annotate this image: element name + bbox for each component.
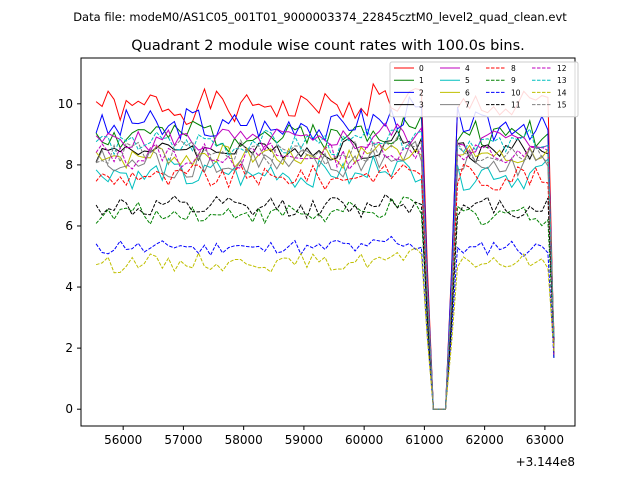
plot-area xyxy=(80,57,576,427)
series-line-6 xyxy=(95,143,555,410)
legend-label: 13 xyxy=(557,76,567,85)
legend-label: 4 xyxy=(465,64,470,73)
x-tick-label: 56000 xyxy=(104,433,142,447)
legend-label: 12 xyxy=(557,64,567,73)
x-tick-label: 57000 xyxy=(164,433,202,447)
legend-label: 0 xyxy=(419,64,424,73)
x-tick-label: 60000 xyxy=(345,433,383,447)
legend-label: 2 xyxy=(419,88,424,97)
y-tick-label: 8 xyxy=(65,158,73,172)
y-tick-label: 0 xyxy=(65,402,73,416)
legend-label: 7 xyxy=(465,101,470,110)
series-line-14 xyxy=(95,247,555,410)
legend-label: 6 xyxy=(465,88,470,97)
y-tick-label: 4 xyxy=(65,280,73,294)
chart-suptitle: Data file: modeM0/AS1C05_001T01_90000033… xyxy=(73,10,567,24)
series-line-7 xyxy=(95,140,555,410)
series-line-4 xyxy=(95,122,555,410)
x-tick-label: 63000 xyxy=(526,433,564,447)
x-offset-label: +3.144e8 xyxy=(516,455,575,469)
x-tick-label: 59000 xyxy=(285,433,323,447)
chart-title: Quadrant 2 module wise count rates with … xyxy=(131,38,525,54)
legend-label: 14 xyxy=(557,88,567,97)
legend-label: 10 xyxy=(511,88,521,97)
y-tick-label: 2 xyxy=(65,341,73,355)
y-tick-label: 10 xyxy=(58,97,73,111)
legend-label: 5 xyxy=(465,76,470,85)
series-line-3 xyxy=(95,129,555,410)
legend-label: 11 xyxy=(511,101,521,110)
x-tick-label: 58000 xyxy=(225,433,263,447)
legend-label: 1 xyxy=(419,76,424,85)
legend-label: 8 xyxy=(511,64,516,73)
series-line-1 xyxy=(95,115,555,410)
y-axis: 0 2 4 6 8 10 xyxy=(58,97,81,416)
x-tick-label: 61000 xyxy=(405,433,443,447)
y-tick-label: 6 xyxy=(65,219,73,233)
series-line-8 xyxy=(95,163,555,410)
series-line-13 xyxy=(95,128,555,410)
series-line-12 xyxy=(95,141,555,410)
legend-label: 3 xyxy=(419,101,424,110)
series-line-5 xyxy=(95,154,555,410)
series-line-9 xyxy=(95,196,555,410)
series-line-11 xyxy=(95,193,555,410)
series-line-15 xyxy=(95,136,555,410)
series-layer xyxy=(95,82,555,410)
legend-box xyxy=(389,61,579,118)
legend-label: 9 xyxy=(511,76,516,85)
series-line-10 xyxy=(95,235,555,410)
x-tick-label: 62000 xyxy=(466,433,504,447)
plot-frame xyxy=(80,57,576,427)
x-axis: 56000 57000 58000 59000 60000 61000 62000 63000 xyxy=(104,426,564,447)
legend-label: 15 xyxy=(557,101,567,110)
